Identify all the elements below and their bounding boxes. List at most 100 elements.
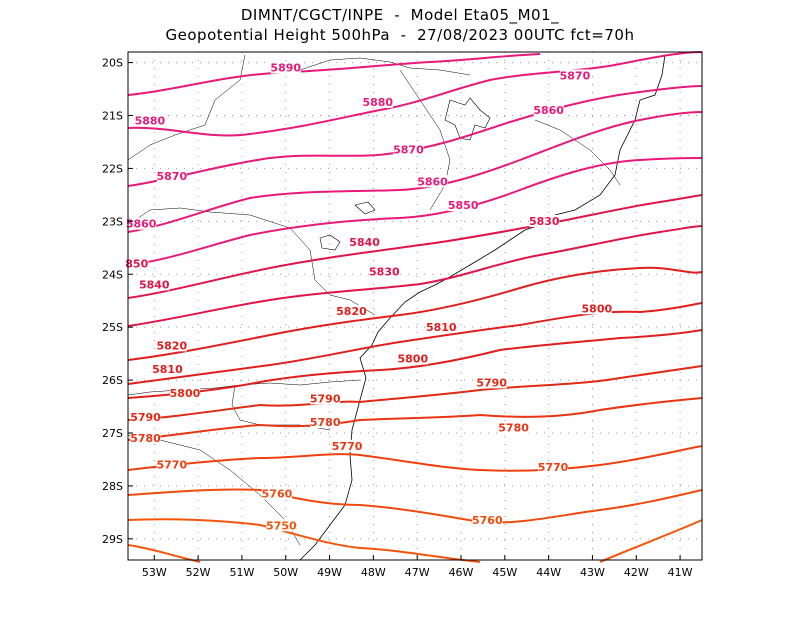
state-border	[299, 57, 471, 76]
map-frame	[127, 51, 703, 561]
lat-tick-label: 29S	[102, 533, 123, 546]
contour-label: 5810	[152, 363, 183, 376]
lat-tick-label: 20S	[102, 57, 123, 70]
contour-label: 5860	[417, 175, 448, 188]
lon-tick-label: 52W	[186, 566, 211, 579]
contour-5880-a	[127, 51, 703, 137]
contour-5830	[127, 225, 703, 327]
contour-label-background	[130, 410, 161, 423]
contour-label-background	[533, 103, 564, 116]
contour-label: 5830	[369, 265, 400, 278]
contour-label-background	[529, 214, 560, 227]
lat-tick-label: 27S	[102, 427, 123, 440]
contour-label: 5830	[529, 215, 560, 228]
contour-label-background	[139, 278, 170, 291]
contour-label-background	[169, 386, 200, 399]
contour-label-background	[156, 458, 187, 471]
contour-label-background	[152, 363, 183, 376]
lat-tick-label: 26S	[102, 374, 123, 387]
lon-tick-label: 46W	[449, 566, 474, 579]
contour-label: 5780	[498, 421, 529, 434]
lon-tick-label: 42W	[624, 566, 649, 579]
contour-label: 5840	[349, 236, 380, 249]
contour-label: 5850	[448, 199, 479, 212]
contour-label: 5890	[270, 62, 301, 75]
contour-label-background	[336, 304, 367, 317]
contour-label-background	[472, 513, 503, 526]
lon-tick-label: 50W	[273, 566, 298, 579]
contour-label-background	[369, 265, 400, 278]
contour-5750-b	[599, 519, 703, 563]
figure-title-line-1: DIMNT/CGCT/INPE - Model Eta05_M01_	[240, 6, 560, 24]
contour-label-background	[266, 519, 297, 532]
figure-title-line-2: Geopotential Height 500hPa - 27/08/2023 …	[165, 26, 635, 44]
contour-label: 5780	[310, 416, 341, 429]
contour-label: 5820	[336, 305, 367, 318]
contour-label-background	[125, 257, 149, 270]
contour-label: 5820	[157, 339, 188, 352]
contour-label-background	[393, 143, 424, 156]
state-border	[534, 119, 621, 186]
contour-label-background	[538, 461, 569, 474]
contour-label: 5760	[262, 488, 293, 501]
reservoir	[354, 201, 376, 215]
lon-tick-label: 47W	[405, 566, 430, 579]
lon-tick-label: 45W	[492, 566, 517, 579]
contour-label-background	[417, 175, 448, 188]
reservoir	[319, 234, 341, 251]
lon-tick-label: 49W	[317, 566, 342, 579]
contour-label-background	[134, 114, 165, 127]
lon-tick-label: 51W	[229, 566, 254, 579]
lat-tick-label: 28S	[102, 480, 123, 493]
contour-label-background	[310, 416, 341, 429]
contour-label-background	[559, 69, 590, 82]
contour-label: 5880	[362, 96, 393, 109]
contour-label-background	[130, 431, 161, 444]
contour-5800	[127, 329, 703, 399]
contour-label: 5790	[476, 376, 507, 389]
contour-label: 5750	[266, 519, 297, 532]
contour-label: 850	[125, 257, 148, 270]
contour-label: 5880	[135, 114, 166, 127]
contour-label-background	[270, 61, 301, 74]
contour-label: 5840	[139, 278, 170, 291]
contour-5820	[127, 266, 703, 361]
lon-tick-label: 44W	[536, 566, 561, 579]
contour-5810	[127, 302, 703, 385]
state-border	[127, 54, 246, 161]
lon-tick-label: 53W	[142, 566, 167, 579]
contour-label: 5800	[170, 387, 201, 400]
contour-label: 5770	[538, 461, 569, 474]
contour-5740	[127, 544, 201, 563]
contour-label-background	[476, 376, 507, 389]
geopotential-contours	[127, 51, 703, 563]
contour-label-background	[310, 392, 341, 405]
contour-label-background	[126, 217, 157, 230]
lat-tick-label: 25S	[102, 321, 123, 334]
contour-label-background	[349, 236, 380, 249]
lon-tick-label: 43W	[580, 566, 605, 579]
lat-tick-label: 21S	[102, 110, 123, 123]
lon-tick-label: 48W	[361, 566, 386, 579]
contour-label-background	[448, 199, 479, 212]
contour-label-background	[332, 439, 363, 452]
contour-5750	[127, 518, 481, 563]
lat-tick-label: 22S	[102, 162, 123, 175]
contour-label: 5800	[582, 302, 613, 315]
contour-5790	[127, 365, 703, 421]
contour-5850	[127, 157, 703, 266]
contour-label-background	[498, 421, 529, 434]
contour-label: 5770	[332, 440, 363, 453]
reservoir	[444, 97, 491, 141]
lat-tick-label: 24S	[102, 268, 123, 281]
contour-label: 5760	[472, 514, 503, 527]
lat-tick-label: 23S	[102, 215, 123, 228]
contour-label-background	[156, 170, 187, 182]
contour-5890	[127, 53, 541, 96]
contour-label: 5870	[157, 170, 188, 183]
contour-label-background	[261, 487, 292, 500]
contour-label: 5790	[130, 411, 161, 424]
contour-5870-a	[127, 85, 703, 187]
contour-label: 5810	[426, 321, 457, 334]
